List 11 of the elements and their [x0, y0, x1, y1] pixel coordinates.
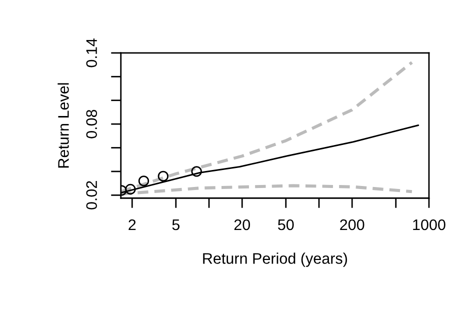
- x-tick-label: 2: [128, 219, 136, 230]
- x-tick-label: 1000: [413, 219, 446, 230]
- y-tick-label: 0.08: [86, 110, 98, 138]
- x-axis-title: Return Period (years): [203, 252, 347, 267]
- x-tick-label: 200: [340, 219, 364, 230]
- x-tick-label: 20: [234, 219, 250, 230]
- x-tick-label: 5: [172, 220, 180, 230]
- x-tick-label: 50: [278, 219, 294, 230]
- y-tick-label: 0.02: [86, 181, 98, 210]
- y-axis-title: Return Level: [58, 83, 69, 168]
- y-tick-label: 0.14: [86, 38, 98, 68]
